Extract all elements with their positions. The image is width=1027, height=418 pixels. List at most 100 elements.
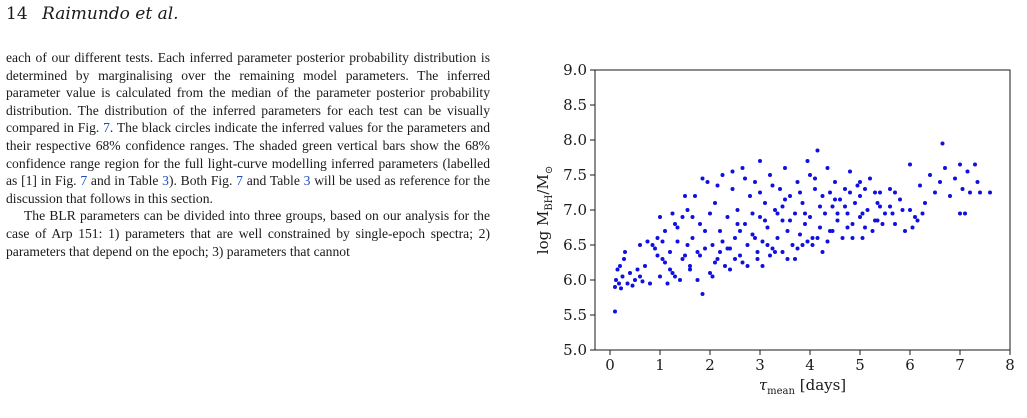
data-point	[703, 229, 707, 233]
data-point	[670, 271, 675, 275]
data-point	[830, 204, 835, 209]
data-point	[723, 264, 727, 268]
data-point	[863, 187, 867, 191]
data-point	[890, 211, 895, 216]
data-point	[708, 211, 712, 216]
x-tick-label: 3	[755, 356, 765, 374]
data-point	[735, 208, 740, 212]
data-point	[700, 292, 705, 296]
figure-ref-link[interactable]: 7	[103, 120, 110, 136]
data-point	[883, 211, 887, 216]
data-point	[915, 218, 920, 223]
data-point	[725, 215, 730, 219]
data-point	[753, 236, 757, 240]
figure-ref-link[interactable]: 7	[236, 173, 243, 189]
data-point	[614, 278, 618, 282]
x-axis-label: τmean [days]	[759, 376, 846, 396]
data-point	[793, 211, 797, 216]
data-point	[860, 236, 865, 240]
data-point	[780, 204, 785, 209]
data-point	[903, 229, 907, 233]
data-point	[988, 190, 992, 195]
data-point	[700, 176, 705, 181]
data-point	[758, 190, 762, 195]
data-point	[958, 211, 962, 216]
data-point	[663, 260, 667, 265]
data-point	[725, 246, 730, 251]
data-point	[693, 194, 697, 198]
data-point	[620, 274, 625, 279]
data-point	[710, 243, 715, 247]
figure-ref-link[interactable]: 7	[80, 173, 88, 189]
data-point	[708, 271, 712, 275]
data-point	[635, 267, 640, 272]
data-point	[728, 267, 732, 272]
data-point	[818, 204, 822, 209]
data-point	[878, 204, 882, 209]
data-point	[923, 201, 927, 205]
data-point	[783, 197, 787, 202]
data-point	[888, 204, 892, 209]
data-point	[718, 229, 722, 233]
data-point	[660, 257, 665, 261]
data-point	[918, 183, 922, 188]
data-point	[775, 236, 780, 240]
data-point	[855, 183, 860, 188]
text-run: . The black circles indicate the inferre…	[6, 120, 490, 189]
data-point	[623, 250, 627, 254]
data-point	[648, 281, 652, 286]
data-point	[880, 222, 885, 226]
data-point	[820, 250, 825, 254]
data-point	[780, 250, 785, 254]
text-run: will be used as reference for the discus…	[6, 173, 491, 206]
data-point	[960, 187, 965, 191]
data-point	[730, 169, 735, 174]
data-point	[750, 211, 755, 216]
data-point	[858, 180, 862, 184]
table-ref-link[interactable]: 3	[303, 173, 311, 189]
data-point	[688, 264, 692, 268]
data-point	[858, 194, 862, 198]
data-points	[613, 141, 992, 314]
data-point	[963, 211, 967, 216]
data-point	[845, 225, 850, 230]
data-point	[670, 211, 675, 216]
data-point	[680, 215, 685, 219]
x-axis-ticks: 0 1 2 3 4 5 6 7 8	[605, 350, 1015, 374]
data-point	[848, 190, 852, 195]
data-point	[713, 201, 717, 205]
data-point	[683, 194, 687, 198]
text-run: and Table	[242, 173, 304, 189]
data-point	[795, 246, 800, 251]
data-point	[810, 243, 815, 247]
data-point	[803, 211, 807, 216]
data-point	[673, 274, 677, 279]
data-point	[740, 166, 745, 170]
data-point	[658, 274, 662, 279]
text-run: each of our different tests. Each inferr…	[6, 50, 490, 136]
data-point	[908, 162, 912, 167]
data-point	[675, 239, 680, 244]
data-point	[973, 162, 977, 167]
data-point	[743, 176, 747, 181]
table-ref-link[interactable]: 3	[162, 173, 169, 189]
x-label-unit-text: [days]	[800, 376, 846, 394]
data-point	[695, 278, 700, 282]
data-point	[770, 183, 775, 188]
data-point	[718, 250, 722, 254]
data-point	[843, 204, 847, 209]
data-point	[748, 194, 752, 198]
data-point	[840, 236, 845, 240]
data-point	[619, 286, 623, 291]
data-point	[658, 215, 662, 219]
data-point	[805, 239, 810, 244]
data-point	[668, 250, 672, 254]
page-header: 14 Raimundo et al.	[6, 4, 179, 24]
data-point	[698, 253, 702, 258]
data-point	[860, 211, 865, 216]
data-point	[825, 239, 830, 244]
x-tick-label: 6	[905, 356, 915, 374]
data-point	[838, 197, 842, 202]
data-point	[828, 190, 832, 195]
data-point	[940, 141, 945, 146]
